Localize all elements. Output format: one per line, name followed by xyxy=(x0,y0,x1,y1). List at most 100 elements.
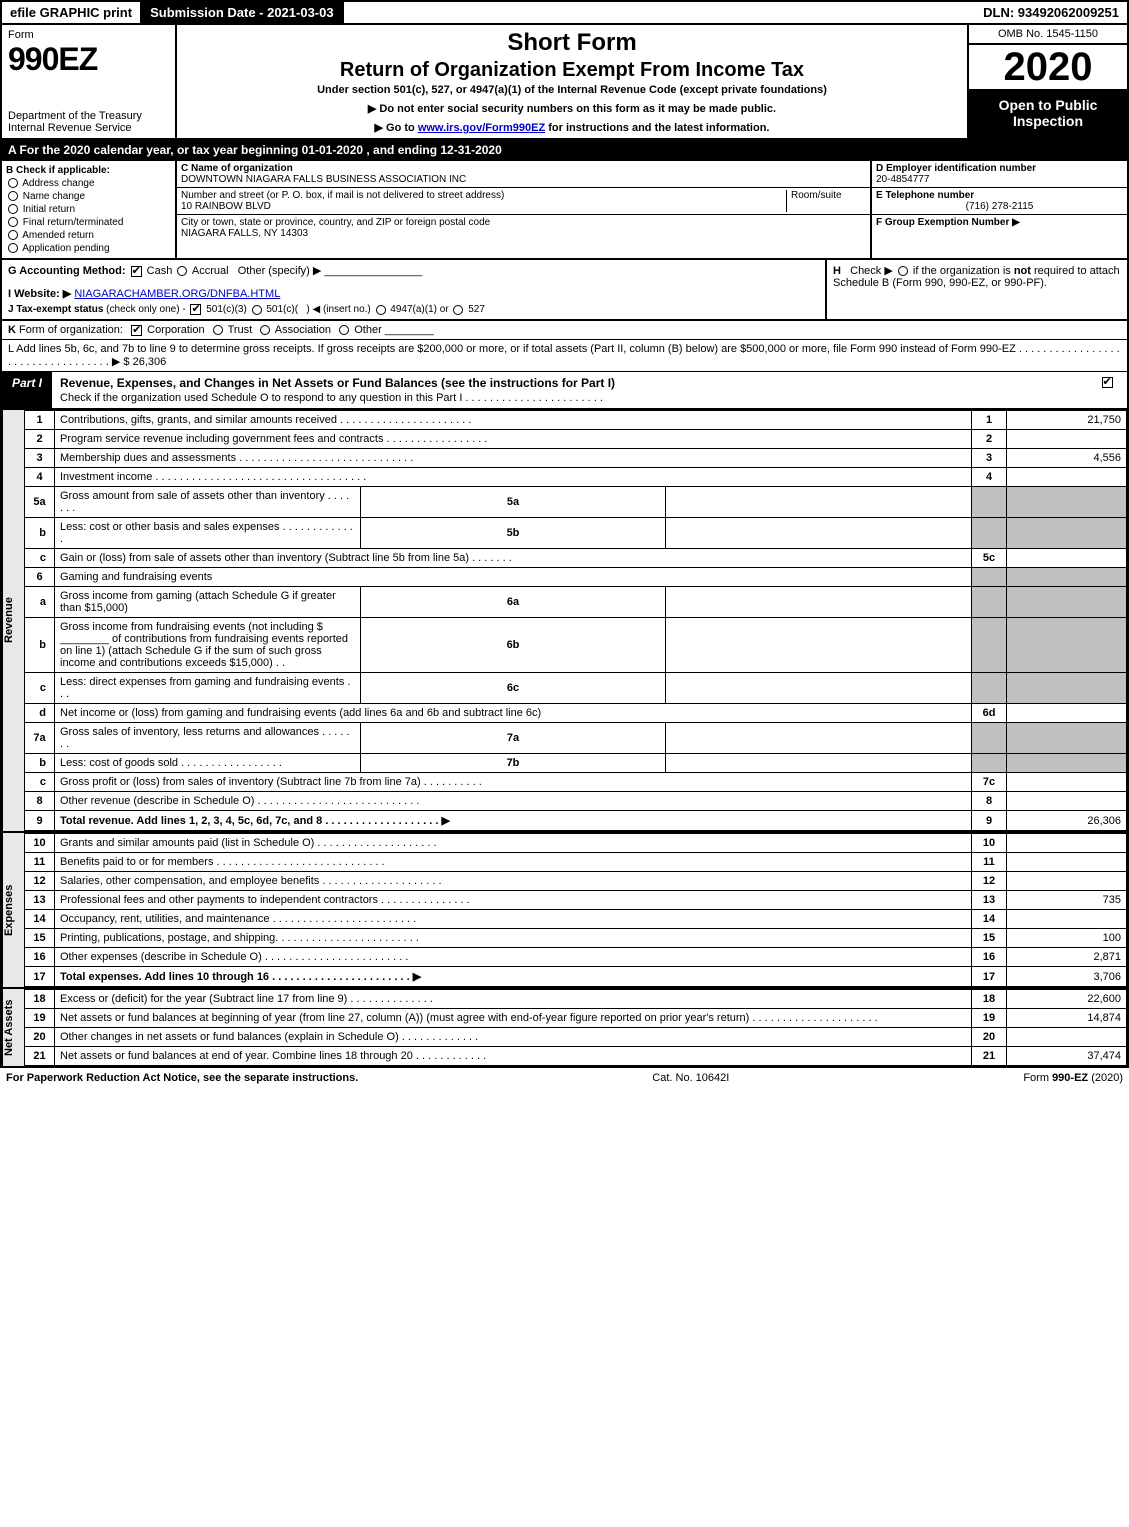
row-12: 12Salaries, other compensation, and empl… xyxy=(25,872,1127,891)
row-4: 4Investment income . . . . . . . . . . .… xyxy=(25,468,1127,487)
goto-note: ▶ Go to www.irs.gov/Form990EZ for instru… xyxy=(185,121,959,134)
ein-label: D Employer identification number xyxy=(876,163,1036,174)
top-bar: efile GRAPHIC print Submission Date - 20… xyxy=(0,0,1129,25)
row-5c: cGain or (loss) from sale of assets othe… xyxy=(25,549,1127,568)
revenue-side-label: Revenue xyxy=(2,410,24,831)
opt-address-change[interactable]: Address change xyxy=(6,178,171,189)
tel-value: (716) 278-2115 xyxy=(876,201,1123,212)
line-l: L Add lines 5b, 6c, and 7b to line 9 to … xyxy=(0,340,1129,372)
opt-application-pending[interactable]: Application pending xyxy=(6,243,171,254)
dept-irs: Internal Revenue Service xyxy=(8,122,169,134)
header-center: Short Form Return of Organization Exempt… xyxy=(177,25,967,138)
org-name-block: C Name of organization DOWNTOWN NIAGARA … xyxy=(177,161,870,188)
row-18: 18Excess or (deficit) for the year (Subt… xyxy=(25,990,1127,1009)
irs-link[interactable]: www.irs.gov/Form990EZ xyxy=(418,122,545,134)
net-assets-table: 18Excess or (deficit) for the year (Subt… xyxy=(24,989,1127,1066)
cash-checkbox[interactable] xyxy=(131,266,142,277)
goto-suffix: for instructions and the latest informat… xyxy=(548,122,769,134)
section-d-e-f: D Employer identification number 20-4854… xyxy=(872,161,1127,258)
dept-treasury: Department of the Treasury xyxy=(8,110,169,122)
line-h: H Check ▶ if the organization is not req… xyxy=(827,260,1127,319)
row-6c: cLess: direct expenses from gaming and f… xyxy=(25,673,1127,704)
501c-radio[interactable] xyxy=(252,305,262,315)
dln-label: DLN: 93492062009251 xyxy=(975,2,1127,23)
section-b: B Check if applicable: Address change Na… xyxy=(2,161,177,258)
line-a-tax-year: A For the 2020 calendar year, or tax yea… xyxy=(0,140,1129,161)
row-16: 16Other expenses (describe in Schedule O… xyxy=(25,948,1127,967)
expenses-section: Expenses 10Grants and similar amounts pa… xyxy=(0,833,1129,989)
room-suite-label: Room/suite xyxy=(786,190,866,212)
row-6d: dNet income or (loss) from gaming and fu… xyxy=(25,704,1127,723)
other-org-radio[interactable] xyxy=(339,325,349,335)
ein-block: D Employer identification number 20-4854… xyxy=(872,161,1127,188)
net-assets-section: Net Assets 18Excess or (deficit) for the… xyxy=(0,989,1129,1068)
opt-name-change[interactable]: Name change xyxy=(6,191,171,202)
part-1-check[interactable] xyxy=(1087,372,1127,408)
goto-prefix: ▶ Go to xyxy=(375,122,418,134)
row-6: 6Gaming and fundraising events xyxy=(25,568,1127,587)
row-7a: 7aGross sales of inventory, less returns… xyxy=(25,723,1127,754)
org-city-block: City or town, state or province, country… xyxy=(177,215,870,241)
line-i-label: I Website: ▶ xyxy=(8,288,71,300)
schedule-b-radio[interactable] xyxy=(898,266,908,276)
row-10: 10Grants and similar amounts paid (list … xyxy=(25,834,1127,853)
cash-label: Cash xyxy=(147,265,173,277)
row-19: 19Net assets or fund balances at beginni… xyxy=(25,1009,1127,1028)
opt-initial-return[interactable]: Initial return xyxy=(6,204,171,215)
row-5a: 5aGross amount from sale of assets other… xyxy=(25,487,1127,518)
row-6b: bGross income from fundraising events (n… xyxy=(25,618,1127,673)
4947-radio[interactable] xyxy=(376,305,386,315)
efile-print-label[interactable]: efile GRAPHIC print xyxy=(2,2,142,23)
assoc-radio[interactable] xyxy=(260,325,270,335)
part-1-title: Revenue, Expenses, and Changes in Net As… xyxy=(52,372,1087,408)
527-radio[interactable] xyxy=(453,305,463,315)
section-c: C Name of organization DOWNTOWN NIAGARA … xyxy=(177,161,872,258)
info-block: B Check if applicable: Address change Na… xyxy=(0,161,1129,260)
opt-amended-return[interactable]: Amended return xyxy=(6,230,171,241)
website-link[interactable]: NIAGARACHAMBER.ORG/DNFBA.HTML xyxy=(74,288,280,300)
line-g-label: G Accounting Method: xyxy=(8,265,126,277)
row-11: 11Benefits paid to or for members . . . … xyxy=(25,853,1127,872)
row-14: 14Occupancy, rent, utilities, and mainte… xyxy=(25,910,1127,929)
tel-label: E Telephone number xyxy=(876,190,974,201)
accrual-label: Accrual xyxy=(192,265,229,277)
cat-no: Cat. No. 10642I xyxy=(652,1072,729,1084)
row-7b: bLess: cost of goods sold . . . . . . . … xyxy=(25,754,1127,773)
row-5b: bLess: cost or other basis and sales exp… xyxy=(25,518,1127,549)
open-to-public: Open to Public Inspection xyxy=(969,91,1127,138)
org-name-label: C Name of organization xyxy=(181,163,293,174)
501c3-checkbox[interactable] xyxy=(190,304,201,315)
trust-radio[interactable] xyxy=(213,325,223,335)
header-right: OMB No. 1545-1150 2020 Open to Public In… xyxy=(967,25,1127,138)
tel-block: E Telephone number (716) 278-2115 xyxy=(872,188,1127,215)
form-header: Form 990EZ Department of the Treasury In… xyxy=(0,25,1129,140)
line-l-text: L Add lines 5b, 6c, and 7b to line 9 to … xyxy=(2,340,1127,371)
group-label: F Group Exemption Number ▶ xyxy=(876,217,1020,228)
part-1-subtitle: Check if the organization used Schedule … xyxy=(60,392,603,404)
revenue-section: Revenue 1Contributions, gifts, grants, a… xyxy=(0,410,1129,833)
form-ref: Form 990-EZ (2020) xyxy=(1023,1072,1123,1084)
paperwork-notice: For Paperwork Reduction Act Notice, see … xyxy=(6,1072,358,1084)
omb-number: OMB No. 1545-1150 xyxy=(969,25,1127,45)
expenses-side-label: Expenses xyxy=(2,833,24,987)
ein-value: 20-4854777 xyxy=(876,174,929,185)
row-6a: aGross income from gaming (attach Schedu… xyxy=(25,587,1127,618)
net-assets-side-label: Net Assets xyxy=(2,989,24,1066)
row-7c: cGross profit or (loss) from sales of in… xyxy=(25,773,1127,792)
lines-g-h: G Accounting Method: Cash Accrual Other … xyxy=(0,260,1129,321)
row-9: 9Total revenue. Add lines 1, 2, 3, 4, 5c… xyxy=(25,811,1127,831)
header-left: Form 990EZ Department of the Treasury In… xyxy=(2,25,177,138)
line-g: G Accounting Method: Cash Accrual Other … xyxy=(2,260,827,319)
form-number: 990EZ xyxy=(8,41,169,78)
other-label: Other (specify) ▶ xyxy=(238,265,322,277)
org-addr-block: Number and street (or P. O. box, if mail… xyxy=(177,188,870,215)
opt-final-return[interactable]: Final return/terminated xyxy=(6,217,171,228)
revenue-table: 1Contributions, gifts, grants, and simil… xyxy=(24,410,1127,831)
row-17: 17Total expenses. Add lines 10 through 1… xyxy=(25,967,1127,987)
org-name: DOWNTOWN NIAGARA FALLS BUSINESS ASSOCIAT… xyxy=(181,174,466,185)
row-21: 21Net assets or fund balances at end of … xyxy=(25,1047,1127,1066)
accrual-radio[interactable] xyxy=(177,266,187,276)
corp-checkbox[interactable] xyxy=(131,325,142,336)
section-b-header: B Check if applicable: xyxy=(6,165,171,176)
row-15: 15Printing, publications, postage, and s… xyxy=(25,929,1127,948)
